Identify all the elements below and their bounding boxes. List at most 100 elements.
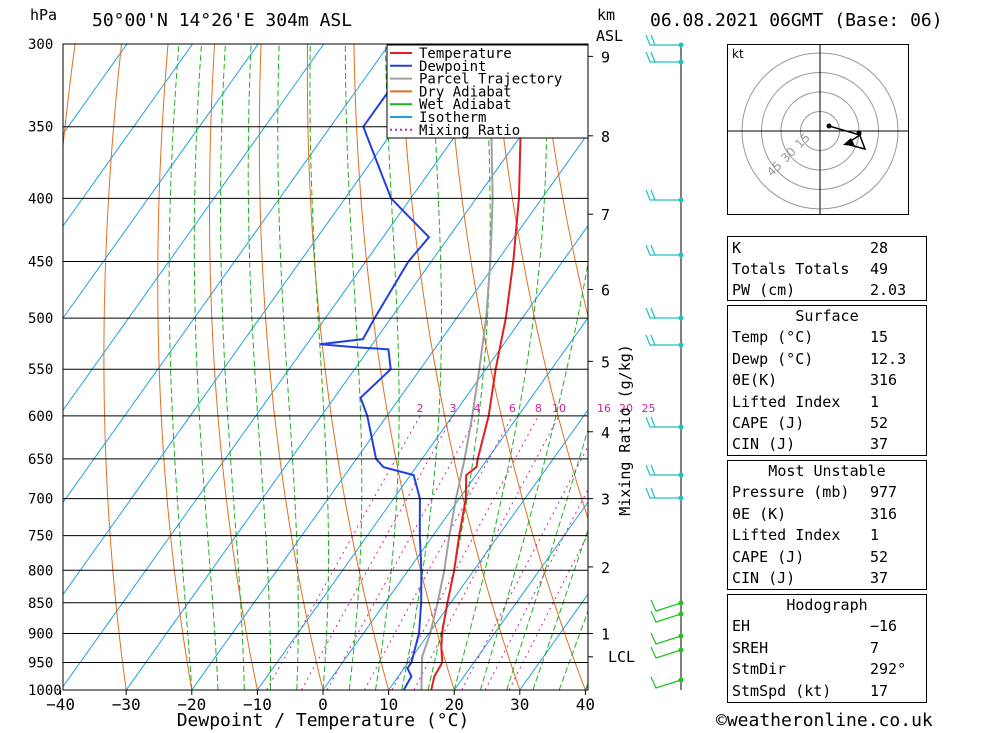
most-unstable-title: Most Unstable <box>768 462 886 480</box>
hodograph-stat-row: EH −16 <box>728 616 926 637</box>
height-tick-label: 7 <box>601 206 610 224</box>
x-tick-label: 20 <box>445 695 464 714</box>
pressure-tick-label: 850 <box>28 596 53 612</box>
hodograph-ring-label: 45 <box>764 159 785 180</box>
x-axis-label: Dewpoint / Temperature (°C) <box>177 710 470 731</box>
height-tick-label: 9 <box>601 48 610 66</box>
hodograph-stat-label: StmSpd (kt) <box>732 681 832 700</box>
most-unstable-value: 37 <box>870 568 889 587</box>
x-tick-label: −40 <box>46 695 75 714</box>
wind-barb <box>650 610 682 623</box>
surface-row: Dewp (°C) 12.3 <box>728 349 926 370</box>
isotherm-line <box>519 593 588 690</box>
hodograph-stat-label: StmDir <box>732 660 787 679</box>
index-label: Totals Totals <box>732 259 850 278</box>
most-unstable-value: 316 <box>870 504 898 523</box>
index-label: PW (cm) <box>732 280 796 299</box>
most-unstable-panel: Most Unstable Pressure (mb) 977 θE (K) 316 L… <box>727 460 927 590</box>
height-tick-label: 6 <box>601 281 610 299</box>
pressure-tick-label: 300 <box>28 37 53 53</box>
isotherm-line <box>63 44 259 319</box>
mixing-ratio-label: 20 <box>619 402 633 415</box>
most-unstable-label: Lifted Index <box>732 526 841 545</box>
legend-label: Wet Adiabat <box>419 97 512 113</box>
surface-row: Temp (°C) 15 <box>728 327 926 348</box>
surface-label: Dewp (°C) <box>732 349 814 368</box>
dry-adiabat-line <box>157 44 193 690</box>
surface-label: Temp (°C) <box>732 328 814 347</box>
x-tick-label: 30 <box>510 695 529 714</box>
isotherm-line <box>63 44 456 596</box>
surface-label: CIN (J) <box>732 435 796 454</box>
pressure-tick-label: 500 <box>28 311 53 327</box>
dry-adiabat-line <box>399 44 521 690</box>
surface-label: Lifted Index <box>732 392 841 411</box>
wet-adiabat-line <box>401 44 442 690</box>
wet-adiabat-line <box>532 528 588 690</box>
most-unstable-label: CIN (J) <box>732 568 796 587</box>
legend-label: Temperature <box>419 46 512 62</box>
wind-barb <box>645 464 681 476</box>
wind-barb <box>650 599 682 612</box>
wet-adiabat-line <box>168 44 193 690</box>
dry-adiabat-line <box>958 44 1000 690</box>
pressure-tick-label: 450 <box>28 255 53 271</box>
wind-barb <box>645 334 681 346</box>
x-tick-label: 10 <box>379 695 398 714</box>
hodograph-trace <box>828 125 867 151</box>
x-tick-label: 0 <box>318 695 328 714</box>
surface-value: 37 <box>870 435 889 454</box>
hodograph-stat-label: SREH <box>732 638 769 657</box>
wind-barb <box>645 244 681 256</box>
surface-row: CIN (J) 37 <box>728 434 926 455</box>
surface-value: 316 <box>870 371 898 390</box>
hodograph-stat-value: −16 <box>870 617 898 636</box>
wind-barb <box>650 676 682 689</box>
wind-barb <box>645 487 681 499</box>
legend-label: Dry Adiabat <box>419 84 512 100</box>
surface-row: Lifted Index 1 <box>728 392 926 413</box>
index-label: K <box>732 238 742 257</box>
wet-adiabat-line <box>427 44 491 690</box>
index-value: 28 <box>870 238 889 257</box>
isotherm-line <box>256 224 588 690</box>
dry-adiabat-line <box>446 44 586 690</box>
legend-box <box>386 44 589 139</box>
mixing-ratio-label: 2 <box>417 402 424 415</box>
index-row: Totals Totals 49 <box>728 258 927 279</box>
pressure-tick-label: 1000 <box>28 683 62 699</box>
pressure-tick-label: 600 <box>28 409 53 425</box>
height-tick-label: 4 <box>601 424 610 442</box>
isotherm-line <box>125 44 587 690</box>
pressure-tick-label: 750 <box>28 529 53 545</box>
height-unit-km: km <box>597 6 616 24</box>
height-tick-label: 3 <box>601 491 610 509</box>
pressure-unit: hPa <box>30 6 58 24</box>
isotherm-line <box>63 44 325 412</box>
mixing-ratio-axis-label: Mixing Ratio (g/kg) <box>616 344 634 516</box>
mixing-ratio-line <box>326 415 478 690</box>
hodograph-table-panel: Hodograph EH −16 SREH 7 StmDir 292° StmSpd (kt… <box>727 594 927 703</box>
index-row: K 28 <box>728 237 927 259</box>
dry-adiabat-line <box>539 44 588 319</box>
wind-barb <box>650 632 682 645</box>
pressure-tick-label: 950 <box>28 655 53 671</box>
wind-barb <box>645 416 681 428</box>
index-value: 49 <box>870 259 889 278</box>
most-unstable-row: CAPE (J) 52 <box>728 547 926 568</box>
height-tick-label: 1 <box>601 625 610 643</box>
mixing-ratio-line <box>301 415 454 690</box>
mixing-ratio-label: 8 <box>535 402 542 415</box>
wet-adiabat-line <box>506 427 588 690</box>
wet-adiabat-line <box>277 44 299 690</box>
wind-barb <box>645 189 681 201</box>
dry-adiabat-line <box>209 44 258 690</box>
most-unstable-value: 977 <box>870 483 898 502</box>
hodograph-stat-value: 7 <box>870 638 880 657</box>
most-unstable-row: Lifted Index 1 <box>728 525 926 546</box>
most-unstable-label: Pressure (mb) <box>732 483 850 502</box>
lcl-label: LCL <box>608 648 635 666</box>
